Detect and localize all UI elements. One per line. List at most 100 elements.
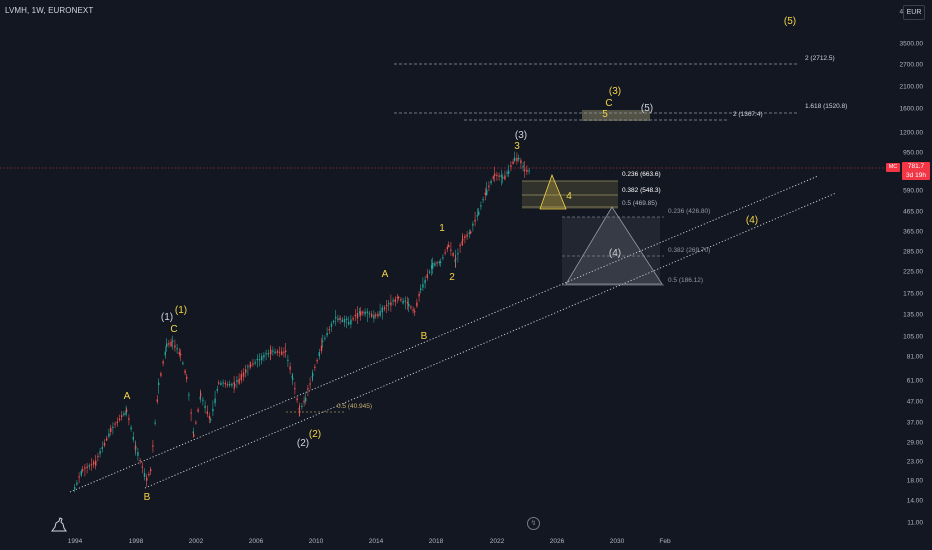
candle-body [390, 302, 392, 306]
wave4-triangle[interactable] [539, 173, 567, 210]
candle-body [93, 461, 95, 465]
y-tick-label: 61.00 [907, 378, 924, 385]
wave-label: (4) [746, 215, 758, 226]
candle-body [375, 314, 377, 317]
candle-body [350, 319, 352, 325]
candle-body [123, 413, 125, 416]
candle-body [392, 300, 394, 302]
x-tick-label: 2010 [309, 538, 324, 545]
y-tick-label: 37.00 [907, 420, 924, 427]
candle-body [222, 382, 224, 384]
candle-body [289, 366, 291, 370]
candle-body [431, 265, 433, 269]
last-price-box: 781.7 3d 19h [902, 162, 930, 180]
candle-body [461, 240, 463, 245]
channel-upper-line[interactable] [69, 175, 819, 493]
x-tick-label: 2006 [249, 538, 264, 545]
y-tick-label: 29.00 [907, 440, 924, 447]
candle-body [190, 412, 192, 414]
candle-body [283, 351, 285, 353]
candle-body [335, 316, 337, 319]
wave-label: A [382, 269, 389, 280]
wave-label: 5 [602, 109, 608, 120]
candle-body [528, 170, 530, 172]
wave-labels: (5)(3)C5(5)(3)34(4)(4)12AB(1)(1)CAB(2)(2… [124, 16, 796, 503]
y-tick-label: 47.00 [907, 399, 924, 406]
y-tick-label: 365.00 [903, 229, 923, 236]
candle-body [292, 377, 294, 380]
candle-body [492, 176, 494, 179]
candle-body [74, 487, 76, 490]
candles [74, 151, 530, 493]
candle-body [240, 374, 242, 381]
target-box [582, 110, 650, 121]
candle-body [216, 388, 218, 391]
candle-body [170, 341, 172, 347]
candle-body [166, 343, 168, 347]
candle-body [394, 299, 396, 303]
candle-body [522, 165, 524, 168]
candle-body [281, 351, 283, 356]
candle-body [168, 343, 170, 345]
candle-body [526, 169, 528, 172]
candle-body [359, 311, 361, 314]
candle-body [462, 239, 464, 241]
candle-body [160, 373, 162, 376]
tradingview-logo-icon[interactable] [50, 515, 68, 533]
y-tick-label: 135.00 [903, 312, 923, 319]
candle-body [126, 409, 128, 412]
candle-body [422, 284, 424, 288]
candle-body [362, 311, 364, 314]
candle-body [402, 300, 404, 304]
candle-body [524, 169, 526, 171]
candle-body [364, 311, 366, 315]
fib-label: 0.5 (469.85) [622, 200, 657, 207]
candle-body [180, 353, 182, 356]
candle-body [188, 394, 190, 396]
candle-body [322, 340, 324, 342]
currency-button[interactable]: EUR [903, 5, 925, 20]
candle-body [226, 384, 229, 386]
candle-body [398, 296, 400, 299]
wave-label: C [170, 324, 177, 335]
candle-body [137, 452, 139, 456]
symbol-title[interactable]: LVMH, 1W, EURONEXT [5, 6, 94, 15]
candle-body [396, 296, 399, 299]
candle-body [490, 180, 492, 184]
candle-body [446, 247, 448, 250]
wave-label: (1) [161, 312, 173, 323]
channel-lower-line[interactable] [144, 192, 837, 489]
y-tick-label: 18.00 [907, 478, 924, 485]
fib-labels: 2 (2712.5) 1.618 (1520.8) 2 (1367.4) 0.236 … [337, 55, 847, 410]
candle-body [229, 383, 231, 386]
candle-body [202, 399, 204, 401]
candle-body [132, 436, 134, 440]
candle-body [233, 382, 235, 384]
candle-body [299, 410, 301, 413]
candle-body [400, 299, 402, 301]
candle-body [466, 234, 468, 237]
candle-body [337, 318, 339, 321]
candle-body [238, 378, 240, 384]
x-tick-label: Feb [659, 538, 671, 545]
fib-label: 2 (2712.5) [805, 55, 835, 62]
candle-body [434, 263, 436, 266]
candle-body [318, 352, 320, 357]
candle-body [261, 356, 263, 361]
candle-body [305, 397, 307, 402]
candle-body [150, 469, 152, 472]
price-scale[interactable] [884, 0, 932, 550]
candle-body [348, 321, 350, 325]
wave-4-triangle[interactable] [565, 206, 663, 285]
lightning-icon[interactable]: ↯ [527, 517, 540, 530]
candle-body [95, 460, 97, 466]
candle-body [210, 419, 212, 421]
candle-body [333, 320, 335, 323]
candle-body [204, 405, 206, 409]
wave-label: (2) [297, 438, 309, 449]
candle-body [381, 307, 383, 313]
candle-body [263, 354, 265, 358]
candle-body [234, 384, 236, 387]
candle-body [88, 465, 90, 467]
